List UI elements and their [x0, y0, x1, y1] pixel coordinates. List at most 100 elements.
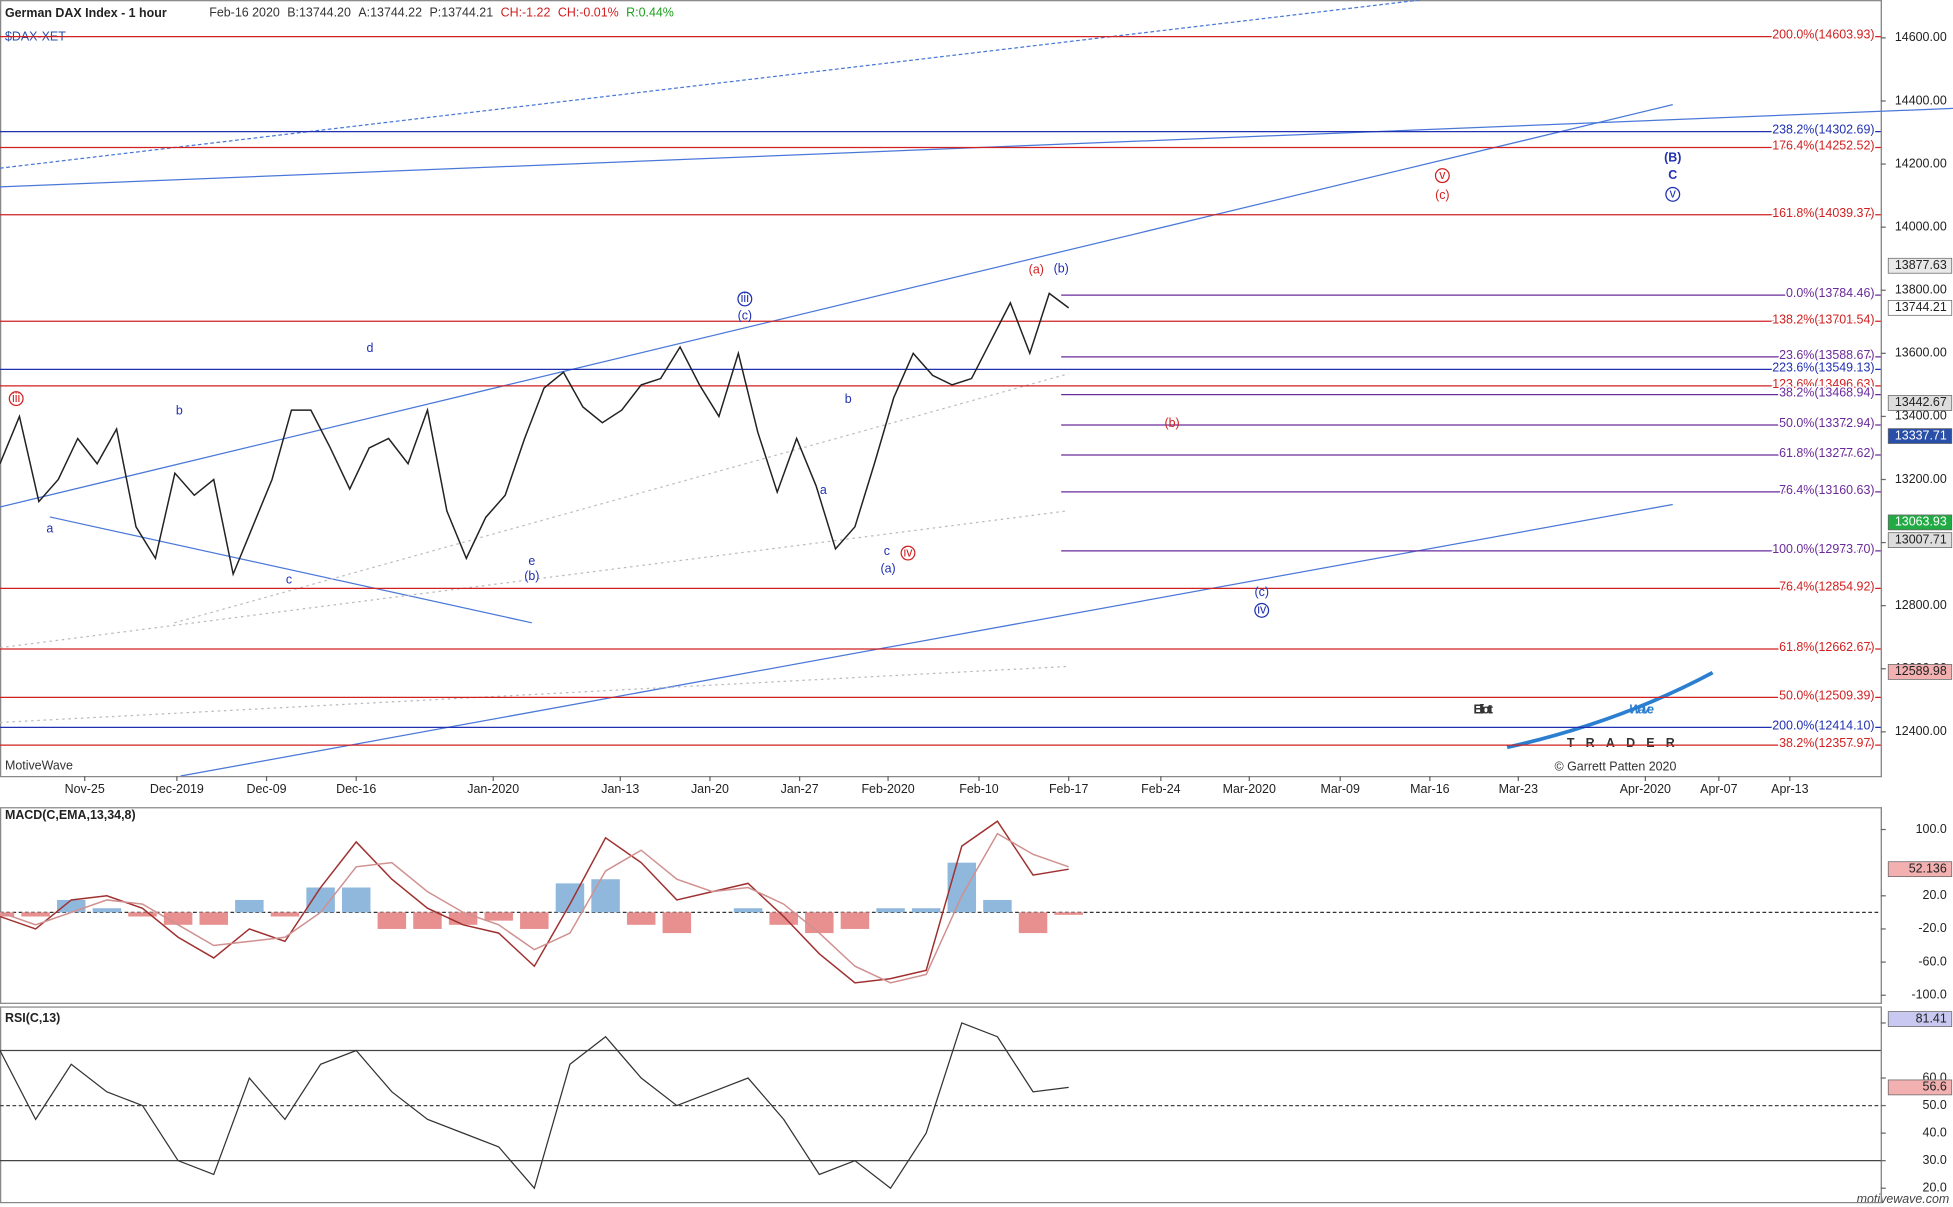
- histogram-bar: [377, 912, 407, 929]
- trendline: [0, 104, 1673, 508]
- price-box-label: 13442.67: [1895, 395, 1947, 409]
- subtitle: Feb-16 2020 B:13744.20 A:13744.22 P:13744.2…: [209, 6, 674, 20]
- histogram-bar: [520, 912, 549, 929]
- y-tick-label: 20.0: [1923, 1180, 1947, 1194]
- histogram-bar: [341, 887, 371, 913]
- price-box-label: 13744.21: [1895, 300, 1947, 314]
- histogram-bar: [21, 912, 50, 917]
- y-tick-label: 13800.00: [1895, 283, 1947, 297]
- wave-label: b: [845, 392, 852, 406]
- trendline: [0, 0, 1420, 169]
- x-tick-label: Feb-17: [1049, 782, 1088, 796]
- subtitle-part: Feb-16 2020: [209, 6, 280, 20]
- y-tick-label: 30.0: [1923, 1153, 1947, 1167]
- wave-label: a: [46, 522, 53, 536]
- fib-label: 176.4%(14252.52): [1772, 139, 1874, 153]
- price-box: [1887, 1079, 1953, 1096]
- wave-circle: [900, 545, 916, 561]
- x-tick-label: Apr-07: [1700, 782, 1737, 796]
- price-box: [1887, 664, 1953, 680]
- y-tick-label: 12800.00: [1895, 598, 1947, 612]
- logo-sub: TRADER: [1567, 736, 1686, 750]
- price-box: [1887, 514, 1953, 531]
- histogram-bar: [733, 908, 763, 913]
- histogram-bar: [840, 912, 870, 929]
- y-tick-label: -60.0: [1918, 954, 1946, 968]
- wave-label: (c): [1254, 585, 1269, 599]
- x-tick-label: Jan-13: [601, 782, 639, 796]
- histogram-bar: [128, 912, 157, 917]
- fib-label: 238.2%(14302.69): [1772, 123, 1874, 137]
- fib-label: 200.0%(14603.93): [1772, 28, 1874, 42]
- macd-title: MACD(C,EMA,13,34,8): [5, 808, 136, 822]
- histogram-bar: [805, 912, 834, 934]
- wave-label: v: [1439, 168, 1446, 182]
- y-tick-label: 14200.00: [1895, 156, 1947, 170]
- fib-label: 76.4%(13160.63): [1779, 483, 1874, 497]
- histogram-bar: [163, 912, 193, 925]
- y-tick-label: -20.0: [1918, 921, 1946, 935]
- fib-label: 138.2%(13701.54): [1772, 312, 1874, 326]
- wave-label: (a): [880, 562, 895, 576]
- x-tick-label: Feb-2020: [861, 782, 914, 796]
- wave-label: (b): [1164, 416, 1179, 430]
- wave-label: (B): [1664, 151, 1681, 165]
- price-box-label: 52.136: [1909, 861, 1947, 875]
- fib-label: 38.2%(12357.97): [1779, 736, 1874, 750]
- fib-label: 200.0%(12414.10): [1772, 718, 1874, 732]
- price-box-label: 13007.71: [1895, 532, 1947, 546]
- price-box-label: 81.41: [1916, 1011, 1947, 1025]
- wave-label: b: [176, 403, 183, 417]
- wave-label: (b): [1054, 261, 1069, 275]
- wave-label: (b): [524, 569, 539, 583]
- x-tick-label: Apr-2020: [1620, 782, 1671, 796]
- histogram-bar: [1018, 912, 1048, 934]
- wave-label: c: [286, 573, 292, 587]
- x-tick-label: Jan-20: [691, 782, 729, 796]
- logo-word: Elliott: [1473, 702, 1492, 716]
- fib-label: 100.0%(12973.70): [1772, 542, 1874, 556]
- ma-line: [0, 665, 1069, 724]
- rsi-title: RSI(C,13): [5, 1011, 60, 1025]
- x-tick-label: Dec-2019: [150, 782, 204, 796]
- subtitle-part: B:13744.20: [287, 6, 351, 20]
- wave-circle: [1434, 168, 1450, 184]
- fib-label: 50.0%(12509.39): [1779, 688, 1874, 702]
- wave-circle: [1254, 602, 1270, 618]
- y-tick-label: 100.0: [1916, 822, 1947, 836]
- subtitle-part: A:13744.22: [358, 6, 422, 20]
- wave-label: c: [884, 544, 890, 558]
- wave-label: iii: [741, 291, 749, 305]
- histogram-bar: [1054, 912, 1083, 915]
- histogram-bar: [911, 908, 941, 913]
- wave-circle: [1665, 186, 1681, 202]
- wave-label: iv: [1257, 603, 1267, 617]
- price-box-label: 13063.93: [1895, 515, 1947, 529]
- logo: Elliott Wave TRADER © Garrett Patten 202…: [1473, 670, 1714, 774]
- histogram-bar: [555, 883, 585, 913]
- wave-label: v: [1670, 187, 1677, 201]
- rsi-line: [0, 1022, 1069, 1190]
- y-tick-label: 14600.00: [1895, 30, 1947, 44]
- wave-label: (c): [1435, 188, 1450, 202]
- x-tick-label: Mar-09: [1320, 782, 1359, 796]
- subtitle-part: CH:-0.01%: [558, 6, 619, 20]
- histogram-bar: [92, 908, 122, 913]
- price-box-label: 13337.71: [1895, 428, 1947, 442]
- wave-label: (c): [738, 309, 753, 323]
- histogram-bar: [199, 912, 228, 925]
- x-tick-label: Apr-13: [1771, 782, 1808, 796]
- logo-credit: © Garrett Patten 2020: [1555, 760, 1677, 774]
- price-box: [1887, 532, 1953, 549]
- histogram-bar: [983, 899, 1012, 913]
- y-tick-label: 13600.00: [1895, 346, 1947, 360]
- price-box: [1887, 428, 1953, 444]
- wave-label: a: [820, 483, 827, 497]
- price-box-label: 13877.63: [1895, 258, 1947, 272]
- subtitle-part: P:13744.21: [429, 6, 493, 20]
- y-tick-label: 20.0: [1923, 888, 1947, 902]
- fib-label: 61.8%(12662.67): [1779, 640, 1874, 654]
- price-box: [1887, 299, 1953, 316]
